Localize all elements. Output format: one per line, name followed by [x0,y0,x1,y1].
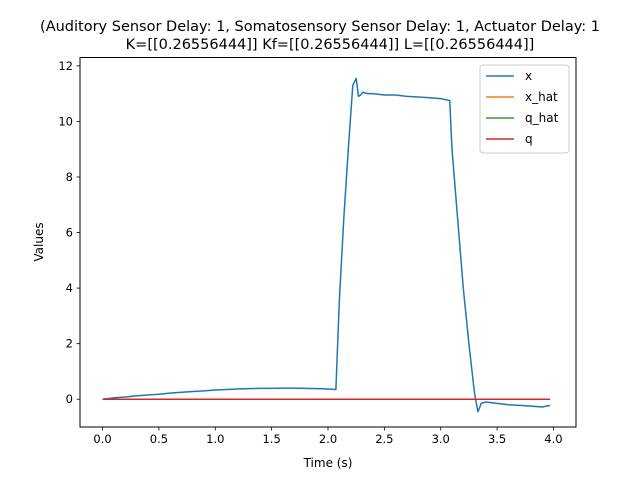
y-tick-label: 10 [58,114,73,128]
y-tick-label: 0 [66,392,73,406]
x-tick-label: 1.5 [262,432,280,446]
x-axis-ticks: 0.0 0.5 1.0 1.5 2.0 2.5 3.0 3.5 4.0 [93,427,563,446]
x-tick-label: 2.0 [319,432,337,446]
y-tick-label: 8 [66,170,73,184]
legend-label-q: q [525,132,533,146]
legend-label-x: x [525,69,532,83]
x-tick-label: 4.0 [544,432,562,446]
chart-title-line1: (Auditory Sensor Delay: 1, Somatosensory… [40,19,600,35]
x-tick-label: 1.0 [206,432,224,446]
legend-box [479,64,570,154]
y-tick-label: 2 [66,337,73,351]
x-axis-label: Time (s) [303,456,353,470]
y-tick-label: 4 [66,281,73,295]
x-tick-label: 2.5 [375,432,393,446]
plot-lines [102,77,551,413]
x-tick-label: 3.5 [488,432,506,446]
legend-label-q-hat: q_hat [525,111,559,125]
legend-label-x-hat: x_hat [525,90,558,104]
x-tick-label: 0.0 [93,432,111,446]
x-tick-label: 3.0 [432,432,450,446]
x-tick-label: 0.5 [150,432,168,446]
y-tick-label: 6 [66,226,73,240]
chart-title-line2: K=[[0.26556444]] Kf=[[0.26556444]] L=[[0… [126,37,535,53]
y-axis-label: Values [32,222,46,261]
y-axis-ticks: 0 2 4 6 8 10 12 [58,59,80,406]
y-tick-label: 12 [58,59,73,73]
